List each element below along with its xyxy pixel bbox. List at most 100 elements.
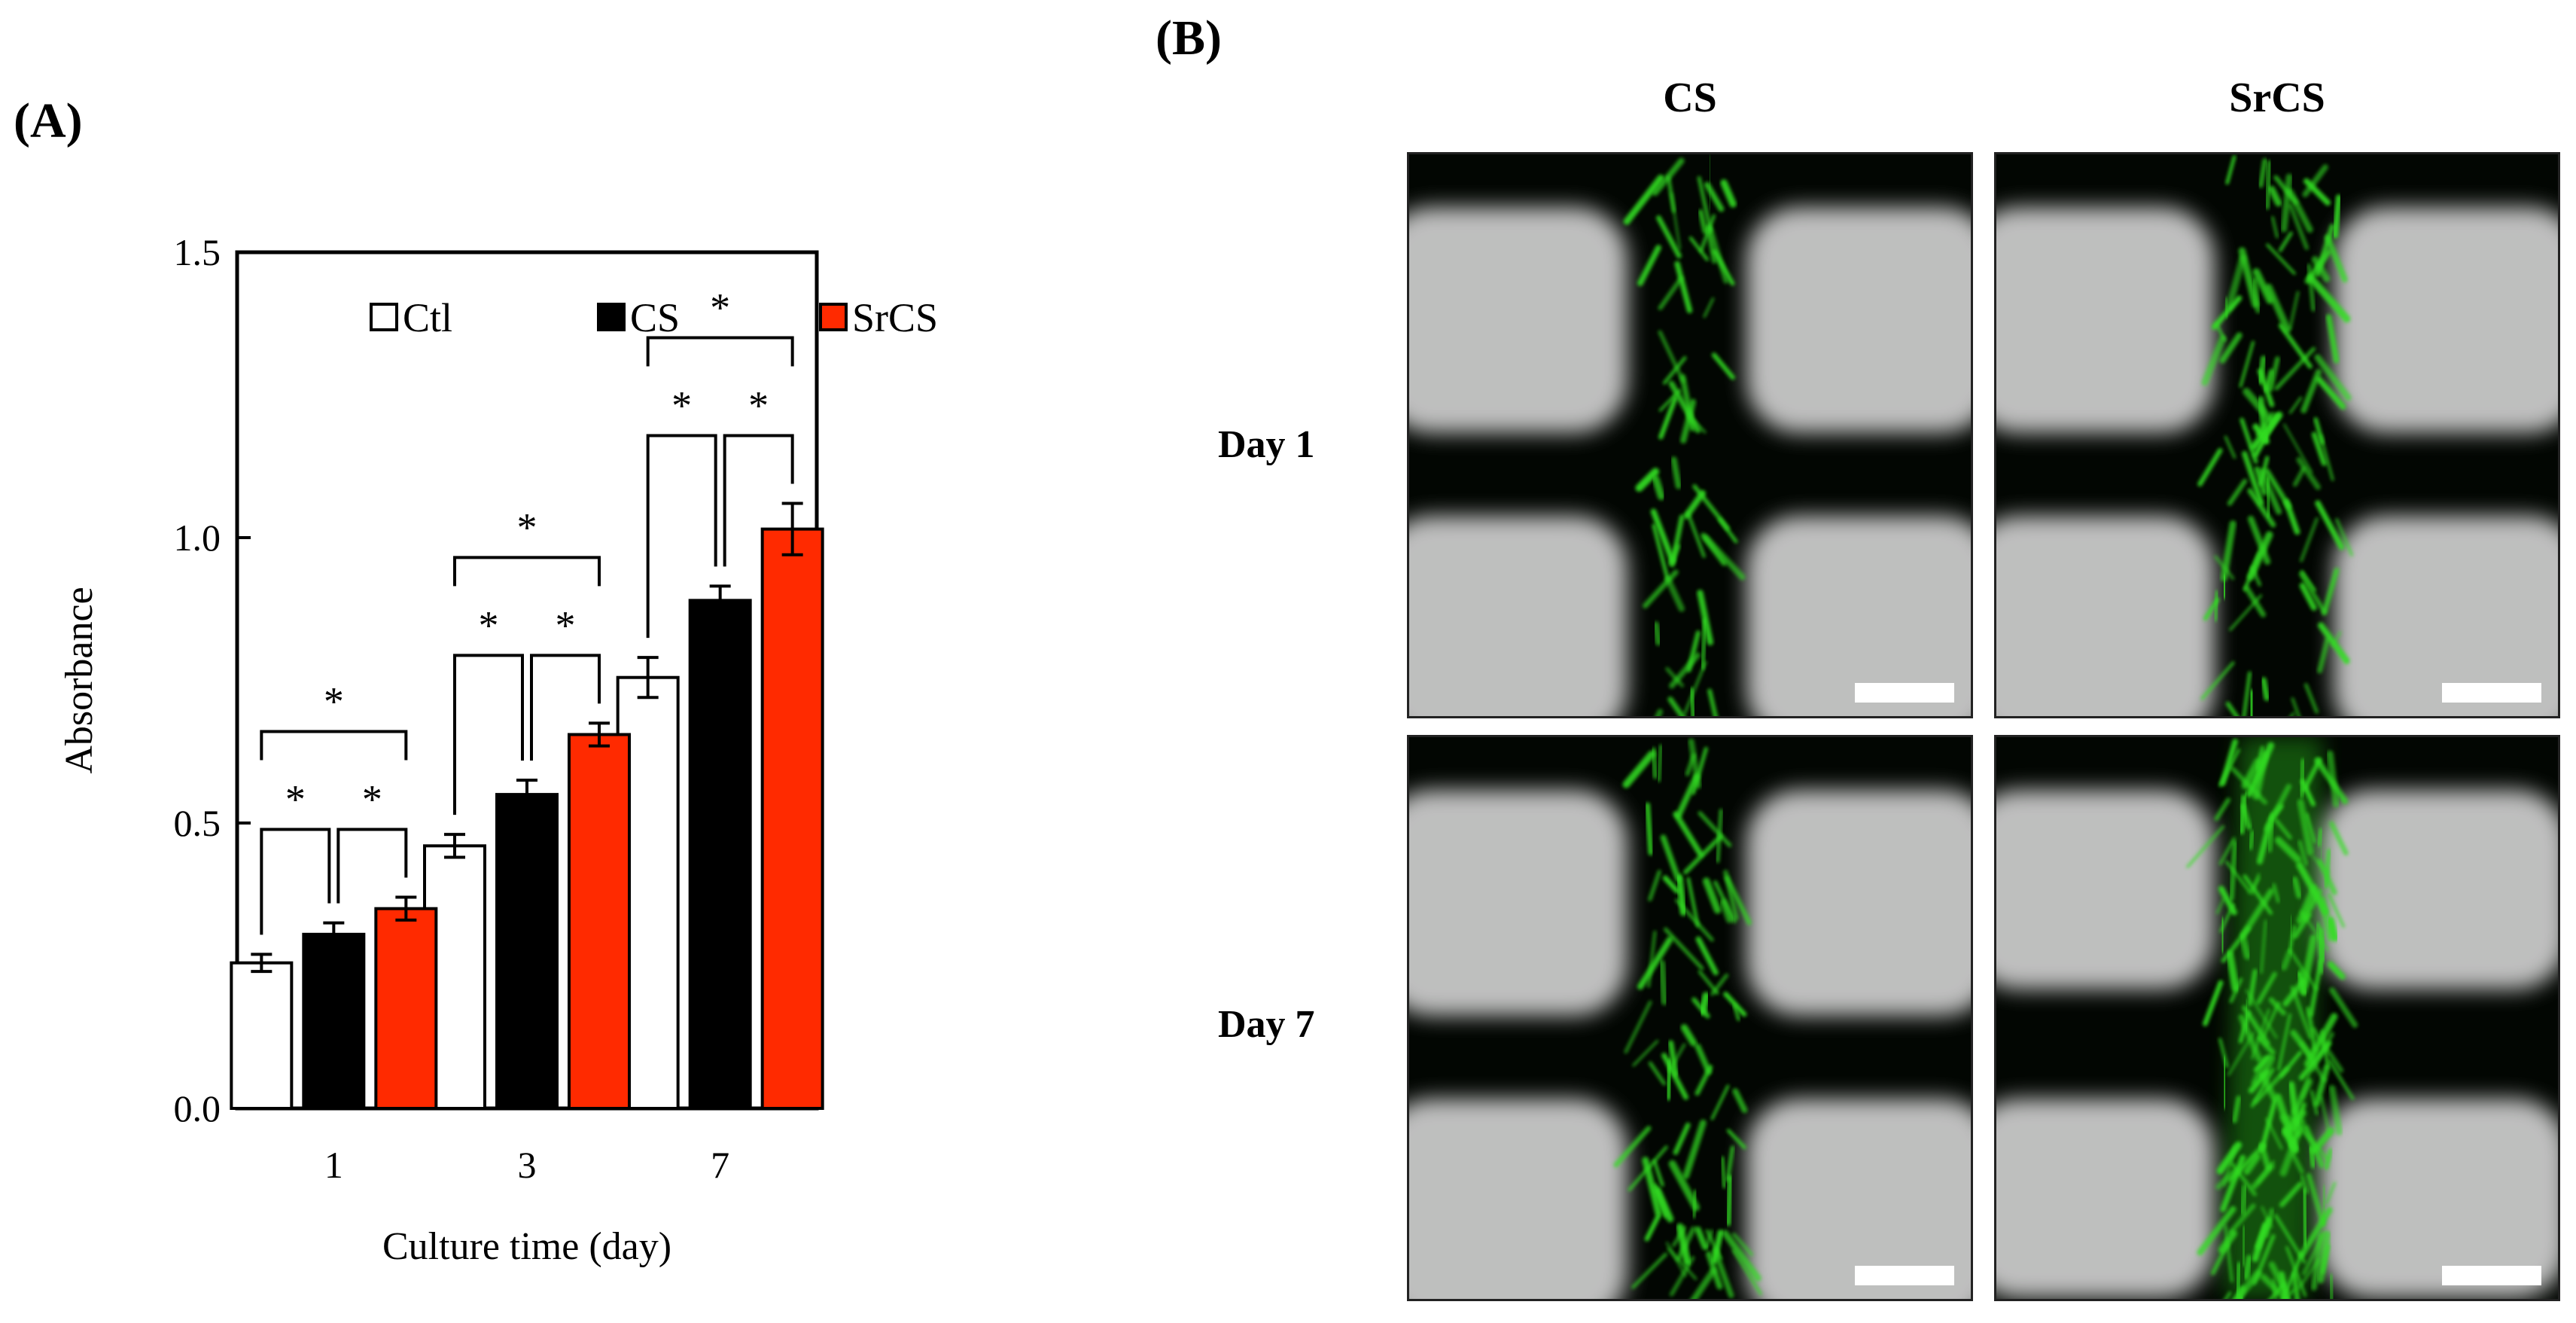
cell	[2257, 355, 2267, 385]
cell	[1697, 175, 1713, 233]
cell	[2261, 677, 2270, 701]
micrograph-cs-day-7	[1407, 735, 1973, 1301]
cell	[1623, 174, 1664, 225]
cell	[1701, 618, 1707, 670]
cell	[2253, 413, 2280, 458]
cell	[2242, 671, 2252, 716]
bracket-ctl-srcs-day-3	[453, 556, 601, 587]
cell	[1698, 992, 1710, 1016]
scaffold-strut	[1746, 790, 1971, 1016]
cell	[2313, 1064, 2330, 1107]
cell	[2252, 268, 2274, 304]
cell	[1646, 930, 1657, 988]
cell	[1674, 261, 1693, 314]
cell	[1707, 688, 1718, 716]
cell	[1690, 1267, 1716, 1299]
cell	[1725, 1175, 1734, 1227]
cell	[2332, 194, 2342, 239]
significance-star: *	[671, 383, 692, 428]
cell	[1706, 1251, 1723, 1290]
cell	[2328, 1084, 2343, 1136]
cell	[2327, 961, 2346, 980]
cell	[2201, 335, 2226, 386]
cell	[1652, 475, 1665, 501]
cell	[1672, 1226, 1686, 1248]
cell	[2283, 423, 2313, 474]
cell	[2328, 1273, 2334, 1299]
significance-star: *	[556, 602, 576, 648]
cell	[2224, 435, 2236, 459]
cell	[2324, 234, 2348, 283]
cell	[1637, 245, 1661, 286]
y-tick-label: 1.0	[174, 517, 221, 559]
cell	[1675, 773, 1700, 818]
cell	[2265, 283, 2291, 334]
cell	[1688, 236, 1709, 261]
cell	[1694, 1226, 1708, 1251]
cell	[1660, 834, 1682, 883]
scaffold-strut	[1409, 516, 1628, 716]
cell	[1668, 1040, 1679, 1078]
cell	[2311, 1027, 2344, 1073]
cell	[1683, 660, 1707, 715]
y-axis-label: Absorbance	[58, 587, 101, 773]
cell	[1662, 356, 1687, 385]
cell	[2214, 555, 2235, 581]
cell	[1704, 1229, 1713, 1249]
cell	[1733, 1003, 1740, 1021]
scaffold-strut	[1746, 1099, 1971, 1299]
scaffold-strut	[1746, 516, 1971, 716]
cell	[2252, 277, 2261, 314]
scaffold-strut	[2319, 790, 2558, 989]
x-tick-label: 1	[324, 1144, 343, 1186]
cell	[2215, 897, 2225, 915]
cell	[1707, 226, 1729, 284]
bar-ctl-day-1	[230, 961, 294, 1110]
cell	[2299, 582, 2317, 611]
cell	[2219, 739, 2238, 787]
cell	[1642, 1157, 1662, 1216]
cell	[1637, 936, 1673, 990]
cell	[2316, 376, 2346, 410]
cell	[1665, 1242, 1687, 1277]
cell	[2317, 927, 2327, 962]
cell	[1668, 1160, 1701, 1212]
cell	[1652, 621, 1662, 646]
cell	[1658, 276, 1684, 310]
significance-star: *	[362, 777, 382, 822]
cell	[2296, 456, 2321, 490]
scaffold-strut	[2319, 1099, 2558, 1298]
significance-star: *	[479, 602, 499, 648]
cell	[2197, 448, 2223, 487]
cell	[2310, 1032, 2334, 1072]
bar-srcs-day-3	[568, 733, 631, 1110]
cell	[1657, 744, 1663, 782]
cell-sheet	[2224, 737, 2322, 1299]
cell	[2298, 572, 2327, 614]
cell	[2278, 231, 2293, 252]
cell	[1732, 1249, 1762, 1295]
x-tick-label: 7	[711, 1144, 729, 1186]
cell	[2313, 417, 2325, 445]
cell	[1673, 811, 1704, 858]
cell	[1658, 395, 1678, 440]
cell	[1692, 484, 1730, 531]
cell	[1664, 576, 1685, 612]
scaffold-strut	[2334, 207, 2558, 433]
cell	[1652, 523, 1670, 581]
cell	[1658, 959, 1669, 1005]
bracket-cs-srcs-day-3	[530, 654, 601, 761]
micrograph-srcs-day-1	[1994, 152, 2560, 718]
cell	[2303, 683, 2319, 714]
cell	[2186, 825, 2225, 868]
cell	[2335, 518, 2354, 556]
cell	[2325, 314, 2340, 364]
cell	[2227, 478, 2248, 506]
cell	[1673, 1122, 1691, 1155]
cell	[1726, 1129, 1746, 1150]
cell	[2307, 274, 2351, 323]
y-tick-label: 0.0	[174, 1087, 221, 1129]
bracket-ctl-srcs-day-7	[646, 336, 794, 367]
cell	[1669, 1256, 1695, 1297]
cell	[1667, 697, 1685, 716]
